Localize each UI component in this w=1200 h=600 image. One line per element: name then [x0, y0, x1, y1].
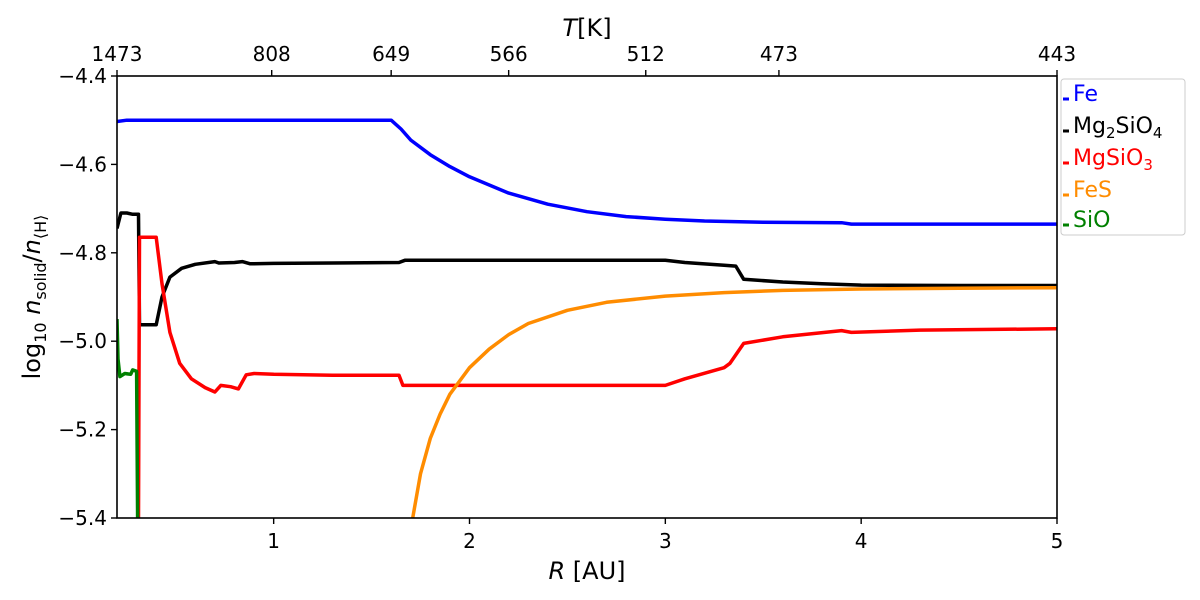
- series-line-mg2sio4: [117, 211, 1057, 327]
- x-tick-label: 3: [659, 529, 672, 553]
- top-tick-label: 808: [253, 42, 291, 66]
- top-tick-label: 473: [760, 42, 798, 66]
- top-tick-label: 566: [490, 42, 528, 66]
- series-line-fe: [117, 118, 1057, 226]
- legend-frame: [1060, 78, 1186, 236]
- top-axis-label-var: T: [562, 14, 579, 42]
- x-axis-label-var: R: [548, 557, 565, 585]
- legend-item-mg2sio4: Mg2SiO4: [1063, 114, 1162, 142]
- legend: Fe Mg2SiO4 MgSiO3 FeS SiO: [1060, 78, 1186, 236]
- x-axis-label: R [AU]: [548, 557, 625, 585]
- top-tick-label: 649: [372, 42, 410, 66]
- legend-label-mgsio3: MgSiO3: [1073, 146, 1153, 174]
- y-axis-label-slash: /: [18, 253, 46, 262]
- legend-label-sio: SiO: [1073, 208, 1110, 233]
- y-axis-label-sub-h: ⟨H⟩: [31, 215, 50, 240]
- series-line-mgsio3: [136, 235, 1057, 518]
- y-axis-label: log10 nsolid/n⟨H⟩: [18, 215, 50, 380]
- y-axis-label-log: log: [18, 343, 46, 380]
- series-layer: [117, 118, 1057, 518]
- legend-label-mg2sio4: Mg2SiO4: [1073, 114, 1162, 142]
- y-axis-label-n2: n: [18, 239, 46, 254]
- y-tick-label: −4.4: [58, 64, 107, 88]
- y-tick-label: −5.4: [58, 506, 107, 530]
- plot-frame: [116, 75, 1058, 519]
- top-axis-label: T[K]: [562, 14, 611, 42]
- y-tick-label: −4.6: [58, 152, 107, 176]
- x-tick-label: 2: [463, 529, 476, 553]
- x-axis-label-unit: [AU]: [565, 557, 625, 585]
- legend-item-fes: FeS: [1063, 178, 1112, 203]
- legend-label-fes: FeS: [1073, 178, 1112, 203]
- y-tick-label: −5.2: [58, 418, 107, 442]
- top-axis-label-unit: [K]: [577, 14, 611, 42]
- x-tick-label: 5: [1051, 529, 1064, 553]
- y-axis-label-n1: n: [18, 300, 46, 323]
- top-tick-label: 1473: [92, 42, 143, 66]
- top-tick-label: 512: [627, 42, 665, 66]
- legend-label-fe: Fe: [1073, 82, 1098, 107]
- x-tick-label: 1: [267, 529, 280, 553]
- legend-item-mgsio3: MgSiO3: [1063, 146, 1153, 174]
- y-axis-label-sub-solid: solid: [31, 262, 50, 299]
- x-tick-label: 4: [855, 529, 868, 553]
- top-tick-label: 443: [1038, 42, 1076, 66]
- series-line-fes: [410, 285, 1057, 518]
- ticks-layer: 1 2 3 4 5 −4.4 −4.6 −4.8 −5.0 −5.2 −5.4 1473 808 649 5…: [58, 42, 1076, 553]
- legend-item-fe: Fe: [1063, 82, 1098, 107]
- series-line-sio: [117, 319, 140, 518]
- legend-item-sio: SiO: [1063, 208, 1110, 233]
- y-axis-label-sub10: 10: [31, 322, 50, 342]
- y-tick-label: −5.0: [58, 329, 107, 353]
- y-tick-label: −4.8: [58, 241, 107, 265]
